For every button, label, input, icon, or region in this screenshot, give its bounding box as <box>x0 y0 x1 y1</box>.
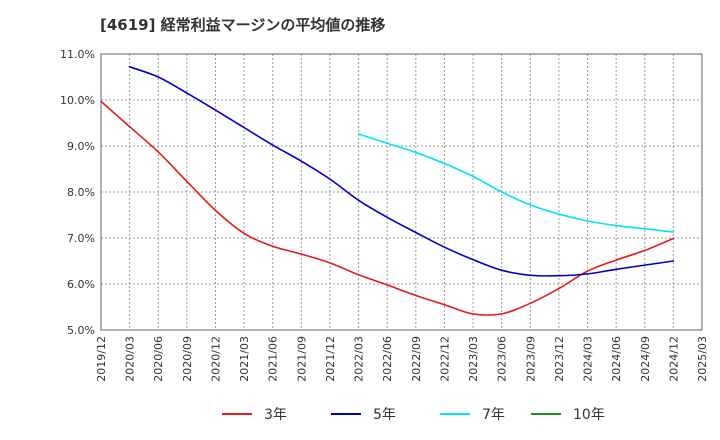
legend-label-3: 10年 <box>573 407 605 423</box>
x-tick-label: 2021/03 <box>238 336 251 382</box>
x-tick-label: 2023/06 <box>496 336 509 382</box>
x-tick-label: 2024/06 <box>610 336 623 382</box>
legend-label-0: 3年 <box>264 407 287 423</box>
x-tick-label: 2024/03 <box>582 336 595 382</box>
x-tick-label: 2023/03 <box>467 336 480 382</box>
y-tick-label: 10.0% <box>60 94 95 107</box>
x-tick-label: 2021/12 <box>324 336 337 382</box>
x-tick-label: 2020/09 <box>181 336 194 382</box>
series-line-1 <box>128 66 675 277</box>
x-tick-label: 2023/12 <box>553 336 566 382</box>
series-line-2 <box>357 133 675 233</box>
x-tick-label: 2020/06 <box>152 336 165 382</box>
x-tick-label: 2020/03 <box>124 336 137 382</box>
x-tick-label: 2022/03 <box>353 336 366 382</box>
legend-label-1: 5年 <box>373 407 396 423</box>
x-tick-label: 2025/03 <box>696 336 709 382</box>
x-tick-label: 2024/09 <box>639 336 652 382</box>
chart-title: [4619] 経常利益マージンの平均値の推移 <box>100 16 386 34</box>
y-tick-label: 6.0% <box>67 278 95 291</box>
x-tick-label: 2022/12 <box>438 336 451 382</box>
y-tick-label: 9.0% <box>67 140 95 153</box>
x-tick-label: 2021/06 <box>267 336 280 382</box>
legend-label-2: 7年 <box>482 407 505 423</box>
x-tick-label: 2022/09 <box>410 336 423 382</box>
y-tick-label: 5.0% <box>67 324 95 337</box>
x-tick-label: 2019/12 <box>95 336 108 382</box>
plot-border <box>100 53 703 331</box>
x-tick-label: 2022/06 <box>381 336 394 382</box>
x-tick-label: 2021/09 <box>295 336 308 382</box>
x-tick-label: 2020/12 <box>209 336 222 382</box>
x-tick-label: 2024/12 <box>667 336 680 382</box>
y-tick-label: 8.0% <box>67 186 95 199</box>
x-tick-label: 2023/09 <box>524 336 537 382</box>
y-tick-label: 11.0% <box>60 48 95 61</box>
series-line-0 <box>100 100 675 316</box>
y-tick-label: 7.0% <box>67 232 95 245</box>
